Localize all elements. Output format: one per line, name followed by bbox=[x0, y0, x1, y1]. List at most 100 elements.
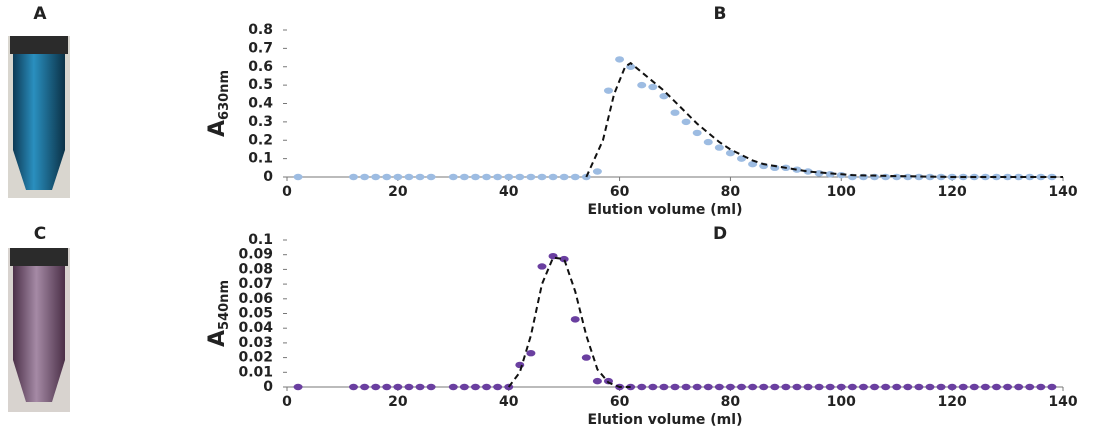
x-axis-label: Elution volume (ml) bbox=[588, 412, 743, 428]
data-point bbox=[980, 383, 990, 391]
y-tick-label: 0.3 bbox=[248, 114, 273, 130]
data-point bbox=[692, 383, 702, 391]
data-point bbox=[293, 173, 303, 181]
data-point bbox=[293, 383, 303, 391]
data-point bbox=[648, 83, 658, 91]
data-point bbox=[459, 383, 469, 391]
y-tick-label: 0.08 bbox=[238, 261, 273, 277]
x-tick-label: 120 bbox=[938, 184, 967, 200]
data-point bbox=[858, 383, 868, 391]
data-point bbox=[526, 173, 536, 181]
data-point bbox=[559, 173, 569, 181]
x-tick-label: 100 bbox=[827, 184, 856, 200]
data-point bbox=[781, 383, 791, 391]
data-point bbox=[714, 144, 724, 151]
data-point bbox=[603, 87, 613, 94]
y-axis-label-sub: 540nm bbox=[217, 280, 232, 330]
data-point bbox=[637, 383, 647, 391]
data-point bbox=[1036, 383, 1046, 391]
data-point bbox=[814, 383, 824, 391]
data-point bbox=[947, 383, 957, 391]
data-point bbox=[925, 173, 935, 181]
y-tick-label: 0.4 bbox=[248, 96, 273, 112]
data-point bbox=[969, 383, 979, 391]
data-point bbox=[1025, 173, 1035, 181]
data-point bbox=[892, 383, 902, 391]
x-tick-label: 140 bbox=[1048, 394, 1077, 410]
data-point bbox=[870, 383, 880, 391]
data-point bbox=[659, 92, 669, 100]
y-tick-label: 0.02 bbox=[238, 350, 273, 366]
data-point bbox=[770, 383, 780, 391]
y-tick-label: 0.5 bbox=[248, 77, 273, 93]
data-point bbox=[659, 383, 669, 391]
panel-label: C bbox=[34, 224, 46, 244]
data-point bbox=[349, 173, 359, 181]
y-tick-label: 0.07 bbox=[238, 276, 273, 292]
fit-line bbox=[507, 256, 631, 388]
photo-c bbox=[8, 248, 70, 412]
x-tick-label: 20 bbox=[388, 184, 408, 200]
data-point bbox=[371, 173, 381, 181]
fit-line bbox=[585, 61, 1063, 178]
data-point bbox=[792, 166, 802, 173]
data-point bbox=[914, 383, 924, 391]
data-point bbox=[393, 173, 403, 181]
data-point bbox=[382, 383, 392, 391]
x-tick-label: 120 bbox=[938, 394, 967, 410]
data-point bbox=[958, 383, 968, 391]
x-tick-label: 80 bbox=[721, 184, 741, 200]
data-point bbox=[482, 173, 492, 181]
data-point bbox=[515, 173, 525, 181]
x-axis-label: Elution volume (ml) bbox=[588, 202, 743, 218]
y-axis-label-main: A bbox=[205, 330, 230, 347]
data-point bbox=[504, 173, 514, 181]
y-axis-label-sub: 630nm bbox=[217, 70, 232, 120]
y-axis-label: A540nm bbox=[205, 280, 232, 347]
data-point bbox=[903, 383, 913, 391]
x-tick-label: 140 bbox=[1048, 184, 1077, 200]
data-point bbox=[537, 173, 547, 181]
data-point bbox=[537, 263, 547, 270]
data-point bbox=[592, 168, 602, 175]
y-tick-label: 0.03 bbox=[238, 335, 273, 351]
y-tick-label: 0.2 bbox=[248, 132, 273, 148]
data-point bbox=[470, 383, 480, 391]
data-point bbox=[548, 173, 558, 181]
y-tick-label: 0.04 bbox=[238, 320, 273, 336]
y-tick-label: 0 bbox=[263, 379, 273, 395]
data-point bbox=[526, 349, 536, 357]
data-point bbox=[459, 173, 469, 181]
data-point bbox=[615, 56, 625, 63]
y-tick-label: 0.09 bbox=[238, 247, 273, 263]
y-tick-label: 0.8 bbox=[248, 22, 273, 38]
x-tick-label: 0 bbox=[282, 184, 292, 200]
data-point bbox=[836, 383, 846, 391]
chart-title: D bbox=[713, 224, 727, 244]
data-point bbox=[404, 383, 414, 391]
y-tick-label: 0.01 bbox=[238, 364, 273, 380]
data-point bbox=[936, 383, 946, 391]
data-point bbox=[559, 255, 569, 263]
data-point bbox=[482, 383, 492, 391]
data-point bbox=[714, 383, 724, 391]
y-tick-label: 0.7 bbox=[248, 40, 273, 56]
data-point bbox=[1047, 383, 1057, 391]
data-point bbox=[681, 118, 691, 126]
data-point bbox=[371, 383, 381, 391]
data-point bbox=[925, 383, 935, 391]
x-tick-label: 20 bbox=[388, 394, 408, 410]
y-axis-label: A630nm bbox=[205, 70, 232, 137]
data-point bbox=[792, 383, 802, 391]
data-point bbox=[570, 173, 580, 181]
data-point bbox=[748, 383, 758, 391]
panel-label: A bbox=[33, 4, 47, 24]
data-point bbox=[349, 383, 359, 391]
data-point bbox=[637, 81, 647, 89]
data-point bbox=[881, 173, 891, 181]
data-point bbox=[1014, 383, 1024, 391]
data-point bbox=[404, 173, 414, 181]
data-point bbox=[360, 173, 370, 181]
y-tick-label: 0.6 bbox=[248, 59, 273, 75]
